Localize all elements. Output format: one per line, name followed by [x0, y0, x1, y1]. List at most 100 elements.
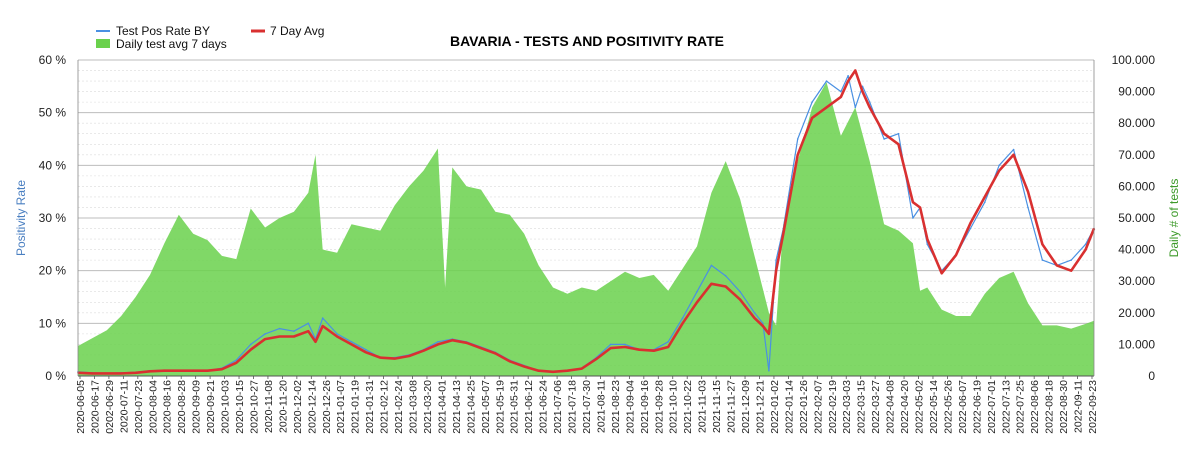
y-left-tick-label: 0 % — [45, 369, 66, 383]
x-tick-label: 2022-08-30 — [1058, 380, 1070, 434]
x-tick-label: 2020-12-26 — [321, 380, 333, 434]
legend-label-avg7: 7 Day Avg — [270, 24, 324, 38]
x-tick-label: 2021-12-09 — [740, 380, 752, 434]
x-tick-label: 2021-02-12 — [379, 380, 391, 434]
point-avg7 — [422, 349, 425, 352]
x-tick-label: 2020-09-09 — [191, 380, 203, 434]
point-avg7 — [437, 343, 439, 346]
x-tick-label: 2022-07-13 — [1000, 380, 1012, 434]
point-pos_rate — [984, 201, 986, 203]
point-avg7 — [739, 298, 741, 301]
x-tick-label: 2021-08-11 — [595, 380, 607, 433]
x-tick-label: 2022-02-07 — [812, 380, 824, 434]
x-tick-label: 2020-10-03 — [220, 380, 232, 434]
y-right-tick-label: 60.000 — [1118, 179, 1155, 193]
point-avg7 — [537, 369, 540, 372]
point-avg7 — [178, 369, 180, 372]
x-tick-label: 2022-04-20 — [899, 380, 911, 434]
point-pos_rate — [1041, 259, 1044, 261]
y-left-tick-label: 60 % — [39, 53, 67, 67]
point-pos_rate — [667, 341, 669, 343]
x-tick-label: 2022-05-26 — [942, 380, 954, 434]
point-avg7 — [494, 352, 497, 355]
point-avg7 — [314, 341, 317, 343]
x-tick-label: 2021-11-27 — [726, 380, 738, 433]
point-pos_rate — [278, 327, 281, 330]
point-pos_rate — [775, 259, 777, 261]
x-tick-label: 2020-08-16 — [162, 380, 174, 434]
y-axis-left-ticks: 0 % 10 % 20 % 30 % 40 % 50 % 60 % — [39, 53, 67, 383]
x-axis-ticks: 2020-06-05 2020-06-17 0202-06-29 2020-07-11… — [75, 376, 1099, 434]
x-tick-label: 2022-06-07 — [957, 380, 969, 434]
point-avg7 — [249, 348, 252, 351]
point-pos_rate — [350, 341, 353, 343]
point-avg7 — [1041, 243, 1044, 246]
point-pos_rate — [1027, 206, 1029, 209]
x-tick-label: 2021-07-18 — [567, 380, 579, 434]
point-pos_rate — [868, 101, 871, 103]
point-pos_rate — [336, 333, 338, 335]
x-tick-label: 2022-02-19 — [827, 380, 839, 434]
x-tick-label: 2021-01-07 — [335, 380, 347, 434]
legend: Test Pos Rate BY Daily test avg 7 days 7… — [96, 24, 324, 51]
point-pos_rate — [724, 275, 727, 277]
point-avg7 — [638, 348, 641, 351]
legend-swatch-tests — [96, 39, 110, 48]
x-tick-label: 2020-06-17 — [89, 380, 101, 434]
point-avg7 — [480, 347, 482, 349]
point-pos_rate — [768, 369, 770, 372]
x-tick-label: 2022-08-06 — [1029, 380, 1041, 434]
point-pos_rate — [796, 138, 799, 140]
point-pos_rate — [321, 317, 324, 319]
x-tick-label: 2021-03-20 — [422, 380, 434, 434]
point-avg7 — [408, 355, 410, 357]
point-avg7 — [509, 360, 511, 363]
point-avg7 — [912, 201, 914, 203]
point-avg7 — [221, 368, 223, 371]
x-tick-label: 2021-01-19 — [350, 380, 362, 434]
x-tick-label: 2021-05-31 — [509, 380, 521, 434]
point-avg7 — [264, 338, 266, 340]
point-avg7 — [379, 356, 382, 359]
x-tick-label: 2022-03-15 — [856, 380, 868, 434]
point-avg7 — [523, 365, 525, 368]
x-tick-label: 2022-05-14 — [928, 380, 940, 434]
point-avg7 — [91, 372, 94, 375]
x-tick-label: 2021-09-16 — [639, 380, 651, 434]
y-right-tick-label: 30.000 — [1118, 274, 1155, 288]
point-avg7 — [336, 335, 338, 338]
point-avg7 — [854, 69, 857, 72]
y-right-tick-label: 80.000 — [1118, 116, 1155, 130]
x-tick-label: 2022-08-18 — [1044, 380, 1056, 434]
point-avg7 — [696, 301, 698, 304]
x-tick-label: 2020-09-21 — [205, 380, 217, 434]
x-tick-label: 0202-06-29 — [104, 380, 116, 434]
x-tick-label: 2020-11-20 — [277, 380, 289, 433]
y-left-tick-label: 20 % — [39, 264, 67, 278]
y-axis-left-label: Positivity Rate — [14, 180, 28, 256]
point-avg7 — [192, 369, 194, 372]
x-tick-label: 2022-04-08 — [885, 380, 897, 434]
point-avg7 — [897, 143, 900, 146]
x-tick-label: 2020-12-02 — [292, 380, 304, 434]
x-tick-label: 2021-12-21 — [754, 380, 766, 434]
point-avg7 — [235, 362, 238, 364]
point-avg7 — [753, 317, 756, 319]
y-left-tick-label: 50 % — [39, 106, 67, 120]
x-tick-label: 2021-07-30 — [581, 380, 593, 434]
x-tick-label: 2021-06-12 — [523, 380, 535, 434]
x-tick-label: 2021-09-04 — [624, 380, 636, 434]
point-avg7 — [768, 333, 770, 335]
point-avg7 — [365, 351, 367, 354]
x-tick-label: 2021-10-10 — [668, 380, 680, 434]
x-tick-label: 2022-01-02 — [769, 380, 781, 434]
point-avg7 — [350, 343, 353, 346]
point-pos_rate — [969, 227, 972, 230]
legend-label-pos-rate: Test Pos Rate BY — [116, 24, 210, 38]
series-tests — [78, 82, 1094, 376]
point-avg7 — [653, 349, 655, 352]
tests-area-layer — [78, 82, 1094, 376]
point-pos_rate — [897, 132, 900, 135]
x-tick-label: 2021-11-15 — [711, 380, 723, 433]
x-tick-label: 2022-05-02 — [914, 380, 926, 434]
